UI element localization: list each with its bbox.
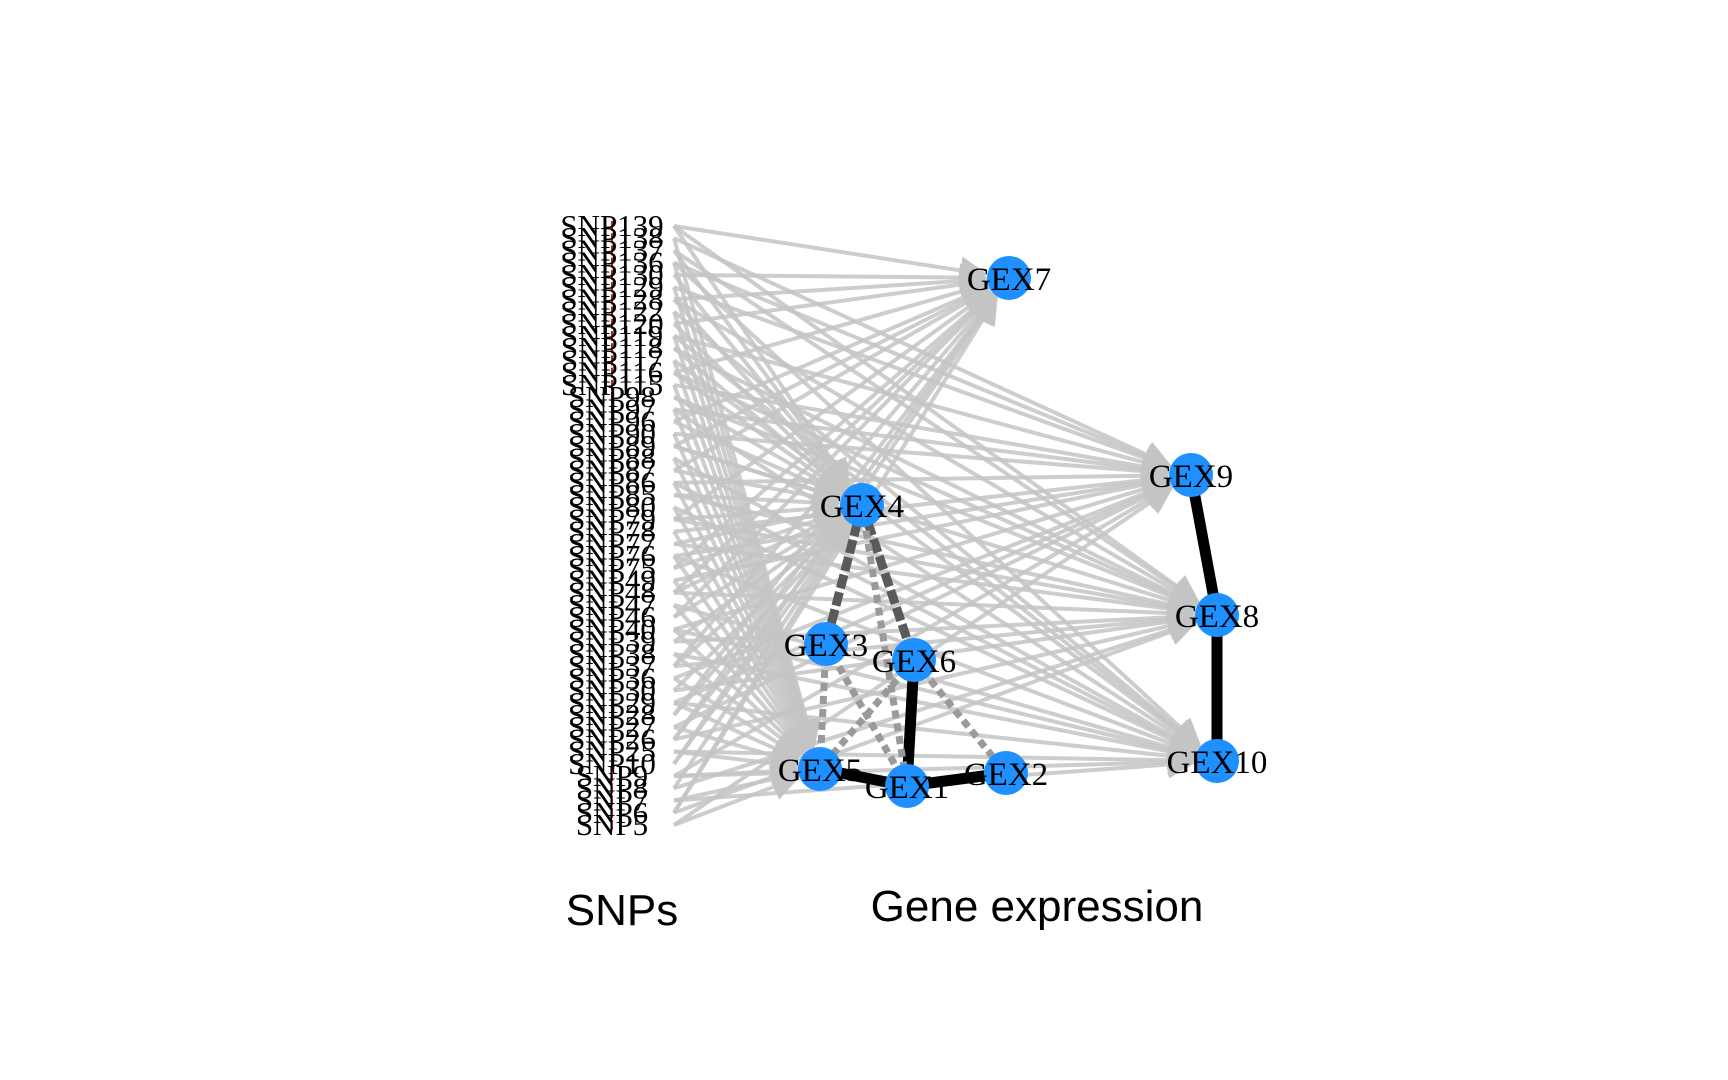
snp-column: SNP139SNP138SNP137SNP136SNP130SNP129SNP1… <box>560 208 663 842</box>
gene-label: GEX5 <box>778 753 862 789</box>
gene-node-gex10: GEX10 <box>1167 739 1268 783</box>
snps-caption: SNPs <box>566 886 678 935</box>
gene-label: GEX7 <box>967 262 1051 298</box>
gene-node-gex2: GEX2 <box>964 751 1048 795</box>
gene-node-gex6: GEX6 <box>872 638 956 682</box>
snp-edge-snp139-gex7 <box>674 226 985 274</box>
snp-gene-edges <box>674 226 1199 825</box>
gene-label: GEX10 <box>1167 745 1268 781</box>
snp-node-snp5: SNP5 <box>576 807 648 842</box>
snp-label: SNP5 <box>576 807 648 842</box>
gene-label: GEX1 <box>865 770 949 806</box>
snp-edge-snp130-gex7 <box>674 275 985 278</box>
gene-node-gex3: GEX3 <box>784 622 868 666</box>
gene-label: GEX2 <box>964 757 1048 793</box>
gene-node-gex5: GEX5 <box>778 747 862 791</box>
gene-node-gex1: GEX1 <box>865 764 949 808</box>
gene-label: GEX8 <box>1175 599 1259 635</box>
gene-node-gex4: GEX4 <box>820 483 904 527</box>
gene-label: GEX6 <box>872 644 956 680</box>
gene-expression-caption: Gene expression <box>871 882 1204 931</box>
gene-label: GEX4 <box>820 489 904 525</box>
gene-label: GEX9 <box>1149 459 1233 495</box>
gene-node-gex7: GEX7 <box>967 256 1051 300</box>
gene-label: GEX3 <box>784 628 868 664</box>
gene-node-gex9: GEX9 <box>1149 453 1233 497</box>
gene-node-gex8: GEX8 <box>1175 593 1259 637</box>
